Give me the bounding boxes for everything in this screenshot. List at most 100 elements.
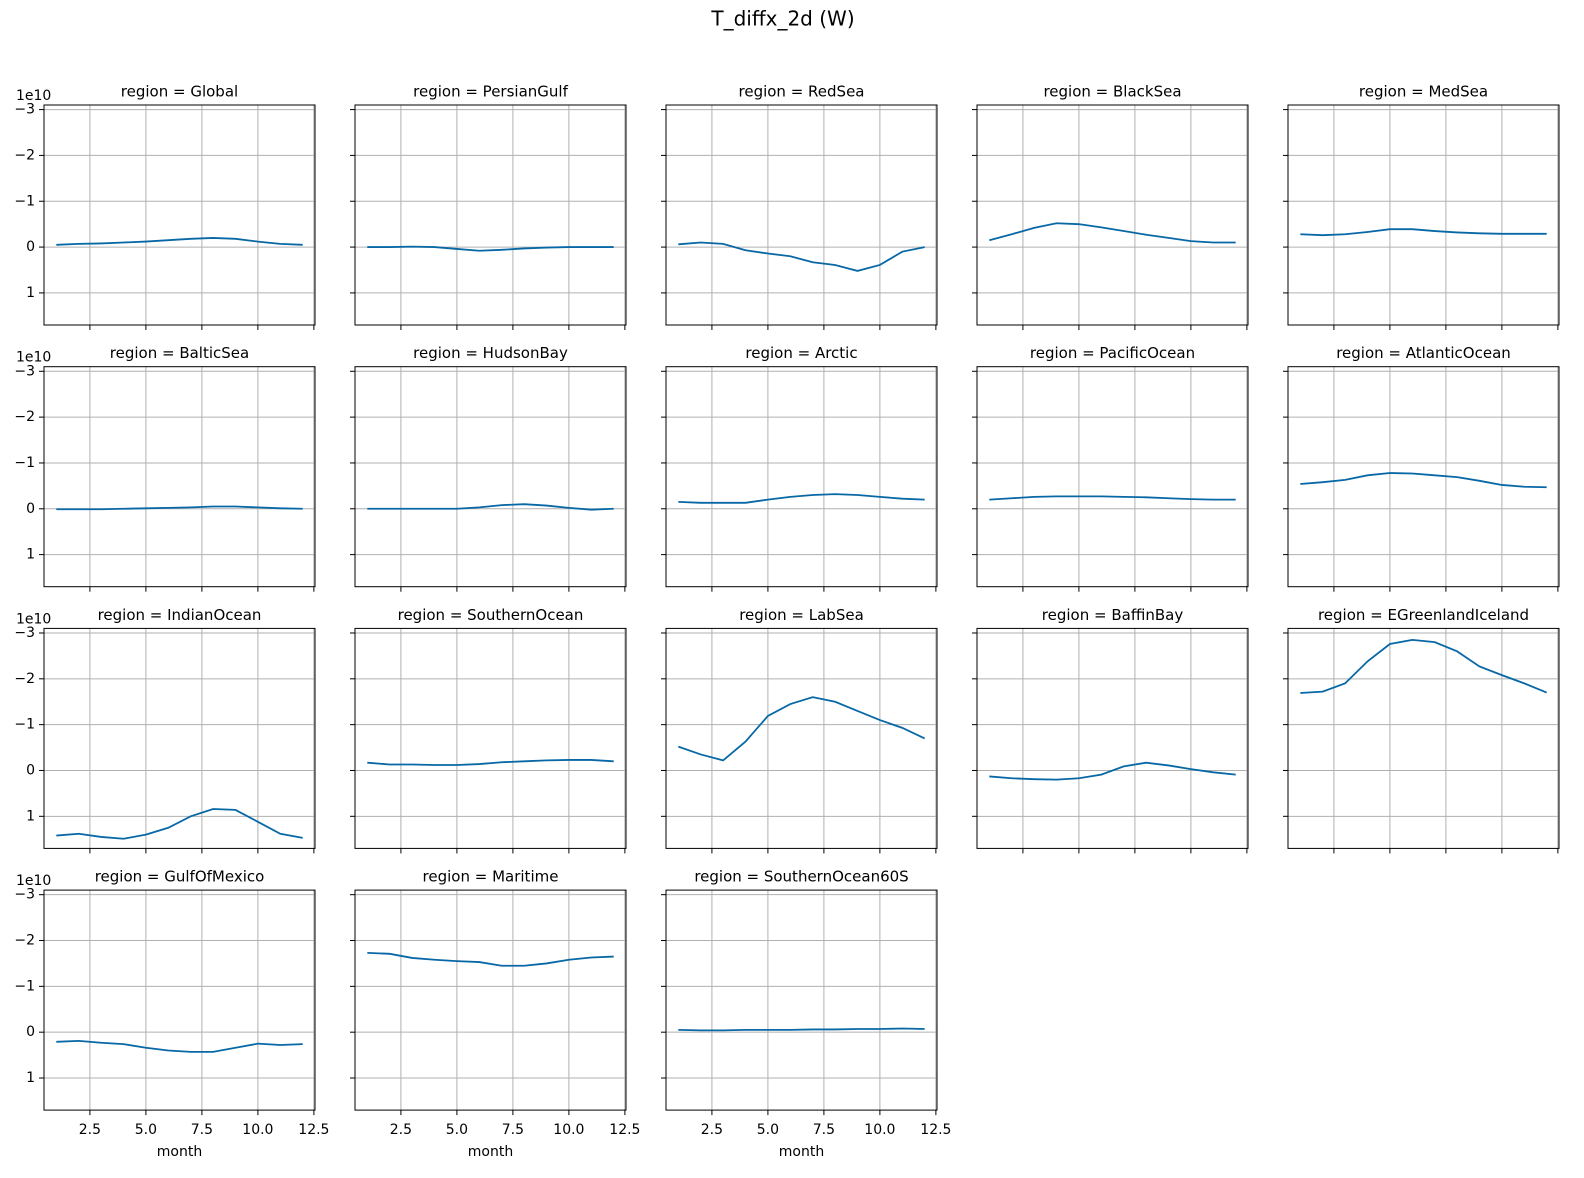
panel: region = PacificOcean xyxy=(972,344,1249,592)
data-line xyxy=(989,495,1236,501)
panel-frame xyxy=(354,104,627,326)
panel-frame xyxy=(43,366,316,588)
panel-title: region = AtlanticOcean xyxy=(1336,344,1511,362)
data-line xyxy=(367,245,614,252)
panel-frame xyxy=(665,104,938,326)
panel-frame xyxy=(43,627,316,849)
panel-title: region = BalticSea xyxy=(110,344,249,362)
panel-title: region = LabSea xyxy=(739,606,864,624)
data-line xyxy=(56,505,303,511)
y-tick-label: 0 xyxy=(26,501,35,517)
y-tick-label: −2 xyxy=(14,409,35,425)
panel-title: region = PersianGulf xyxy=(413,83,568,101)
x-axis-label: month xyxy=(468,1144,513,1160)
panel: region = SouthernOcean xyxy=(350,606,627,854)
x-tick-label: 10.0 xyxy=(864,1122,895,1138)
data-line xyxy=(56,808,303,840)
panel-frame xyxy=(665,366,938,588)
x-tick-label: 12.5 xyxy=(298,1122,329,1138)
panel-title: region = BaffinBay xyxy=(1042,606,1184,624)
data-line xyxy=(1300,228,1547,237)
panel-title: region = EGreenlandIceland xyxy=(1318,606,1529,624)
panel-frame xyxy=(354,627,627,849)
x-tick-label: 5.0 xyxy=(757,1122,779,1138)
data-line xyxy=(989,222,1236,244)
panel-frame xyxy=(976,104,1249,326)
x-tick-label: 2.5 xyxy=(390,1122,412,1138)
y-tick-label: 0 xyxy=(26,239,35,255)
panel: region = BlackSea xyxy=(972,83,1249,330)
data-line xyxy=(678,493,925,504)
data-line xyxy=(678,696,926,762)
x-tick-label: 2.5 xyxy=(701,1122,723,1138)
panel: region = AtlanticOcean xyxy=(1283,344,1560,592)
data-line xyxy=(678,1027,925,1032)
panel: region = PersianGulf xyxy=(350,83,627,330)
panel: −3 −2 −1 0 1 1e10 region = BalticSea xyxy=(14,344,316,592)
x-tick-label: 10.0 xyxy=(242,1122,273,1138)
data-line xyxy=(1300,638,1548,694)
y-tick-label: −2 xyxy=(14,671,35,687)
y-tick-label: −1 xyxy=(14,193,35,209)
panel-frame xyxy=(1287,627,1560,849)
y-tick-label: −1 xyxy=(14,455,35,471)
panel: region = LabSea xyxy=(661,606,938,854)
x-tick-label: 12.5 xyxy=(609,1122,640,1138)
panel: 2.5 5.0 7.5 10.0 12.5 −3 −2 −1 0 1 1e10 month region… xyxy=(14,868,329,1161)
x-tick-label: 10.0 xyxy=(553,1122,584,1138)
y-offset-label: 1e10 xyxy=(16,88,51,104)
panel: 2.5 5.0 7.5 10.0 12.5 month region = Maritime xyxy=(350,868,640,1160)
panel-title: region = BlackSea xyxy=(1043,83,1181,101)
panel-title: region = SouthernOcean60S xyxy=(694,868,908,886)
panel-frame xyxy=(665,627,938,849)
y-tick-label: −3 xyxy=(14,363,35,379)
panel-title: region = PacificOcean xyxy=(1030,344,1195,362)
data-line xyxy=(989,761,1236,781)
data-line xyxy=(367,759,614,766)
y-tick-label: 1 xyxy=(26,547,35,563)
y-tick-label: 0 xyxy=(26,762,35,778)
data-line xyxy=(678,241,925,272)
panel: −3 −2 −1 0 1 1e10 region = IndianOcean xyxy=(14,606,316,854)
panel-title: region = Arctic xyxy=(745,344,857,362)
panel: −3 −2 −1 0 1 1e10 region = Global xyxy=(14,83,316,330)
panel-title: region = Maritime xyxy=(423,868,559,886)
panel: region = BaffinBay xyxy=(972,606,1249,854)
panel: region = HudsonBay xyxy=(350,344,627,592)
panel: region = Arctic xyxy=(661,344,938,592)
chart-title: T_diffx_2d (W) xyxy=(710,7,854,31)
y-tick-label: 1 xyxy=(26,808,35,824)
panel-frame xyxy=(665,889,938,1111)
panel-title: region = HudsonBay xyxy=(413,344,568,362)
y-tick-label: 1 xyxy=(26,285,35,301)
y-tick-label: −2 xyxy=(14,933,35,949)
panel-title: region = RedSea xyxy=(739,83,865,101)
panel-frame xyxy=(976,627,1249,849)
panel-frame xyxy=(354,889,627,1111)
y-tick-label: −2 xyxy=(14,147,35,163)
x-tick-label: 12.5 xyxy=(920,1122,951,1138)
panel-title: region = GulfOfMexico xyxy=(95,868,265,886)
panel-title: region = IndianOcean xyxy=(98,606,262,624)
data-line xyxy=(56,1039,303,1053)
panel: region = MedSea xyxy=(1283,83,1560,330)
panel-frame xyxy=(354,366,627,588)
y-offset-label: 1e10 xyxy=(16,350,51,366)
x-tick-label: 7.5 xyxy=(191,1122,213,1138)
y-tick-label: −1 xyxy=(14,978,35,994)
y-offset-label: 1e10 xyxy=(16,611,51,627)
panel: region = EGreenlandIceland xyxy=(1283,606,1560,854)
panel-frame xyxy=(43,889,316,1111)
panel-title: region = Global xyxy=(121,83,238,101)
y-tick-label: −3 xyxy=(14,887,35,903)
y-tick-label: −3 xyxy=(14,625,35,641)
panel-frame xyxy=(1287,104,1560,326)
y-tick-label: 0 xyxy=(26,1024,35,1040)
panel-title: region = MedSea xyxy=(1359,83,1488,101)
y-tick-label: 1 xyxy=(26,1070,35,1086)
y-offset-label: 1e10 xyxy=(16,873,51,889)
x-tick-label: 7.5 xyxy=(813,1122,835,1138)
panel-frame xyxy=(976,366,1249,588)
x-tick-label: 7.5 xyxy=(502,1122,524,1138)
